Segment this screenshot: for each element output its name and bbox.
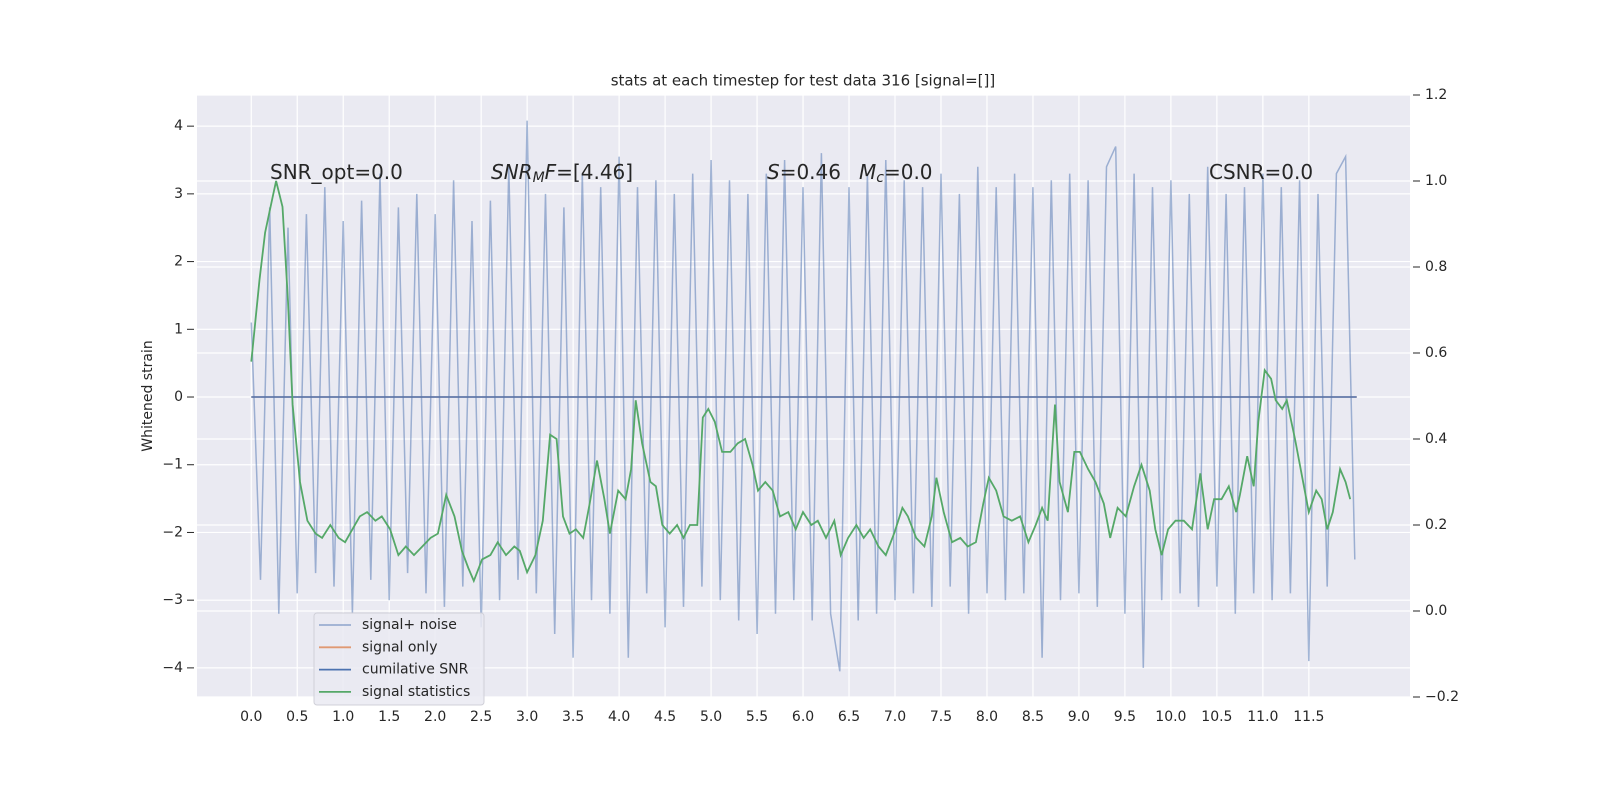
annotation-part: =0.0 (884, 160, 933, 184)
annotation: SNR_opt=0.0 (270, 160, 403, 184)
x-tick-label: 9.5 (1114, 709, 1136, 725)
y2-tick-label: 0.8 (1425, 259, 1447, 275)
x-tick-label: 5.0 (700, 709, 722, 725)
y-tick-label: 4 (174, 118, 183, 134)
x-tick-label: 11.0 (1247, 709, 1278, 725)
legend-label: cumilative SNR (362, 662, 469, 678)
annotation-part: S (767, 160, 780, 184)
x-tick-label: 3.5 (562, 709, 584, 725)
chart-title: stats at each timestep for test data 316… (611, 72, 996, 90)
y2-tick-label: −0.2 (1425, 689, 1459, 705)
y2-tick-label: 1.2 (1425, 87, 1447, 103)
y-tick-label: 2 (174, 254, 183, 270)
x-tick-label: 0.0 (240, 709, 262, 725)
annotation-part: =[4.46] (556, 160, 633, 184)
y-axis-label: Whitened strain (140, 340, 156, 451)
x-tick-label: 3.0 (516, 709, 538, 725)
annotation-part: c (876, 170, 884, 186)
legend-box (313, 612, 485, 706)
annotation-part: SNR (491, 160, 533, 184)
y2-tick-label: 0.0 (1425, 603, 1447, 619)
y2-tick-label: 0.4 (1425, 431, 1447, 447)
x-tick-label: 8.5 (1022, 709, 1044, 725)
x-tick-label: 10.5 (1201, 709, 1232, 725)
x-tick-label: 4.5 (654, 709, 676, 725)
annotation: CSNR=0.0 (1209, 160, 1313, 184)
y-tick-label: −3 (162, 592, 183, 608)
y-tick-label: 1 (174, 321, 183, 337)
annotation-part: M (859, 160, 876, 184)
annotations: SNR_opt=0.0 SNRMF=[4.46] S=0.46 Mc=0.0 CSNR=… (270, 160, 1313, 187)
annotation-part: CSNR=0.0 (1209, 160, 1313, 184)
annotation: SNRMF=[4.46] (491, 160, 633, 187)
x-tick-label: 8.0 (976, 709, 998, 725)
legend: signal+ noise signal only cumilative SNR si… (313, 612, 485, 706)
x-tick-label: 7.5 (930, 709, 952, 725)
series-group (250, 120, 1357, 672)
annotation: S=0.46 (767, 160, 841, 184)
x-tick-label: 7.0 (884, 709, 906, 725)
legend-label: signal+ noise (362, 617, 457, 633)
x-tick-label: 1.5 (378, 709, 400, 725)
x-tick-label: 6.5 (838, 709, 860, 725)
annotation-part: M (533, 170, 545, 186)
x-tick-label: 4.0 (608, 709, 630, 725)
y2-tick-label: 0.2 (1425, 517, 1447, 533)
legend-label: signal only (362, 639, 437, 655)
x-tick-label: 10.0 (1155, 709, 1186, 725)
x-tick-label: 2.5 (470, 709, 492, 725)
x-tick-label: 6.0 (792, 709, 814, 725)
y-tick-label: 3 (174, 186, 183, 202)
x-tick-label: 0.5 (286, 709, 308, 725)
annotation-part: =0.46 (780, 160, 841, 184)
legend-label: signal statistics (362, 684, 470, 700)
x-tick-label: 9.0 (1068, 709, 1090, 725)
y2-tick-label: 0.6 (1425, 345, 1447, 361)
annotation: Mc=0.0 (859, 160, 933, 187)
x-tick-label: 2.0 (424, 709, 446, 725)
x-tick-label: 5.5 (746, 709, 768, 725)
y-tick-label: −1 (162, 457, 183, 473)
series-line (250, 180, 1352, 584)
x-tick-label: 11.5 (1293, 709, 1324, 725)
annotation-part: F (545, 160, 557, 184)
y-tick-label: 0 (174, 389, 183, 405)
x-tick-label: 1.0 (332, 709, 354, 725)
annotation-part: SNR_opt=0.0 (270, 160, 403, 184)
y-tick-label: −4 (162, 660, 183, 676)
y-tick-label: −2 (162, 524, 183, 540)
y2-tick-label: 1.0 (1425, 173, 1447, 189)
series-line (250, 120, 1356, 672)
